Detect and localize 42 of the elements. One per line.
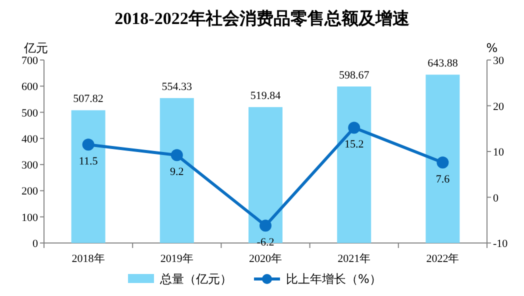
x-tick-label: 2021年 bbox=[338, 253, 371, 265]
y-tick-label: 500 bbox=[22, 107, 38, 120]
point bbox=[170, 149, 183, 162]
data-label: 507.82 bbox=[73, 93, 104, 106]
point bbox=[82, 138, 94, 151]
y2-axis-title: % bbox=[486, 41, 498, 55]
x-tick-label: 2020年 bbox=[249, 253, 282, 265]
data-label: 7.6 bbox=[436, 173, 450, 186]
y-axis-title: 亿元 bbox=[23, 41, 48, 55]
y2-tick-label: 10 bbox=[493, 146, 504, 158]
point bbox=[436, 156, 449, 168]
y-tick-label: 200 bbox=[22, 186, 38, 198]
bar bbox=[71, 110, 106, 243]
data-label: 554.33 bbox=[162, 81, 193, 94]
point bbox=[260, 220, 272, 232]
bar bbox=[160, 98, 194, 243]
data-label: 598.67 bbox=[338, 69, 370, 82]
legend-label: 总量（亿元） bbox=[159, 272, 232, 286]
bar bbox=[426, 74, 460, 243]
y-tick-label: 300 bbox=[22, 160, 38, 172]
point bbox=[348, 122, 360, 134]
data-label: 519.84 bbox=[250, 90, 282, 102]
y2-tick-label: -10 bbox=[493, 238, 508, 250]
data-label: 643.88 bbox=[428, 58, 458, 70]
y-tick-label: 600 bbox=[22, 81, 38, 94]
y-tick-label: 0 bbox=[32, 238, 38, 250]
y-tick-label: 700 bbox=[22, 55, 38, 67]
x-tick-label: 2018年 bbox=[72, 253, 105, 265]
y-tick-label: 400 bbox=[22, 133, 38, 146]
y2-tick-label: 30 bbox=[493, 55, 504, 67]
data-label: 11.5 bbox=[78, 156, 98, 168]
chart-title: 2018-2022年社会消费品零售总额及增速 bbox=[114, 9, 410, 28]
legend-label: 比上年增长（%） bbox=[286, 272, 382, 286]
y2-tick-label: 0 bbox=[493, 192, 499, 204]
bar bbox=[337, 86, 372, 243]
data-label: 15.2 bbox=[344, 138, 364, 151]
y-tick-label: 100 bbox=[22, 212, 38, 224]
data-label: 9.2 bbox=[170, 166, 184, 178]
x-tick-label: 2019年 bbox=[160, 253, 194, 265]
x-tick-label: 2022年 bbox=[426, 253, 460, 265]
data-label: -6.2 bbox=[256, 236, 274, 249]
y2-tick-label: 20 bbox=[493, 100, 504, 113]
